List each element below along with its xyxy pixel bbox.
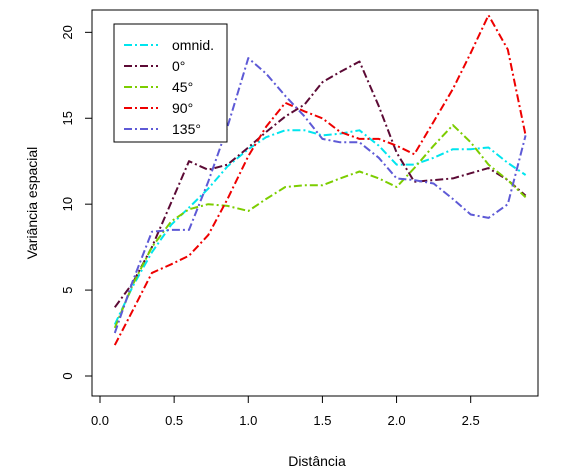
legend-box — [113, 23, 228, 143]
x-tick-label: 0.0 — [91, 413, 109, 428]
legend: omnid. 0° 45° 90° 135° — [113, 23, 228, 143]
series-line-4 — [113, 57, 527, 334]
x-axis: 0.0 0.5 1.0 1.5 2.0 2.5 — [91, 395, 480, 428]
y-axis-title: Variância espacial — [24, 147, 40, 260]
series-line-2 — [113, 124, 527, 329]
x-tick-label: 1.5 — [313, 413, 331, 428]
x-tick-label: 1.0 — [239, 413, 257, 428]
x-axis-title: Distância — [288, 453, 346, 469]
x-tick-label: 0.5 — [165, 413, 183, 428]
y-axis: 0 5 10 15 20 — [60, 25, 93, 380]
legend-label: 45° — [172, 79, 193, 95]
x-tick-label: 2.0 — [388, 413, 406, 428]
y-tick-label: 15 — [60, 111, 75, 125]
legend-label: 135° — [172, 121, 201, 137]
series-line-1 — [113, 60, 527, 308]
y-tick-label: 10 — [60, 197, 75, 211]
y-tick-label: 5 — [60, 286, 75, 293]
y-tick-label: 20 — [60, 25, 75, 39]
legend-label: 0° — [172, 58, 185, 74]
y-tick-label: 0 — [60, 372, 75, 379]
legend-label: 90° — [172, 100, 193, 116]
series-layer — [113, 14, 527, 346]
x-tick-label: 2.5 — [462, 413, 480, 428]
series-line-3 — [113, 14, 527, 346]
series-line-0 — [113, 129, 527, 325]
legend-label: omnid. — [172, 37, 214, 53]
